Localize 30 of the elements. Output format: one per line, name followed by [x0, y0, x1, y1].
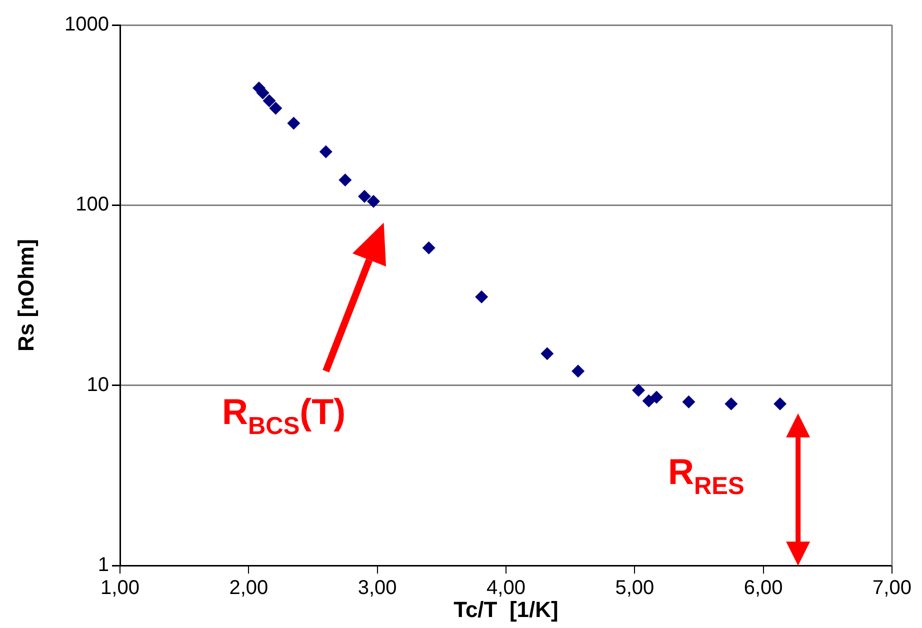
y-tick-label: 100: [76, 194, 109, 216]
point: [262, 94, 276, 108]
y-tick-label: 1000: [64, 14, 109, 36]
x-tick-label: 4,00: [486, 577, 526, 600]
point: [774, 397, 787, 410]
point: [422, 241, 436, 254]
point: [650, 390, 664, 404]
y-tick-label: 1: [98, 554, 109, 576]
x-tick-label: 2,00: [229, 577, 268, 600]
point: [366, 194, 380, 208]
y-tick-label: 10: [86, 374, 109, 396]
x-tick-label: 3,00: [358, 577, 397, 600]
point: [287, 116, 300, 130]
x-tick-label: 5,00: [615, 577, 654, 600]
y-axis-title: Rs [nOhm]: [13, 239, 38, 352]
point: [642, 394, 656, 408]
point: [724, 397, 738, 410]
point: [572, 364, 585, 378]
x-tick-label: 1,00: [100, 577, 140, 600]
point: [358, 190, 371, 203]
point: [475, 290, 488, 304]
point: [632, 384, 646, 397]
x-tick-label: 6,00: [744, 577, 783, 600]
x-tick-label: 7,00: [872, 577, 912, 600]
point: [319, 145, 332, 158]
point: [269, 102, 282, 115]
point: [540, 347, 554, 360]
point: [682, 395, 696, 408]
x-axis-title: Tc/T [1/K]: [454, 596, 558, 622]
point: [338, 173, 352, 186]
